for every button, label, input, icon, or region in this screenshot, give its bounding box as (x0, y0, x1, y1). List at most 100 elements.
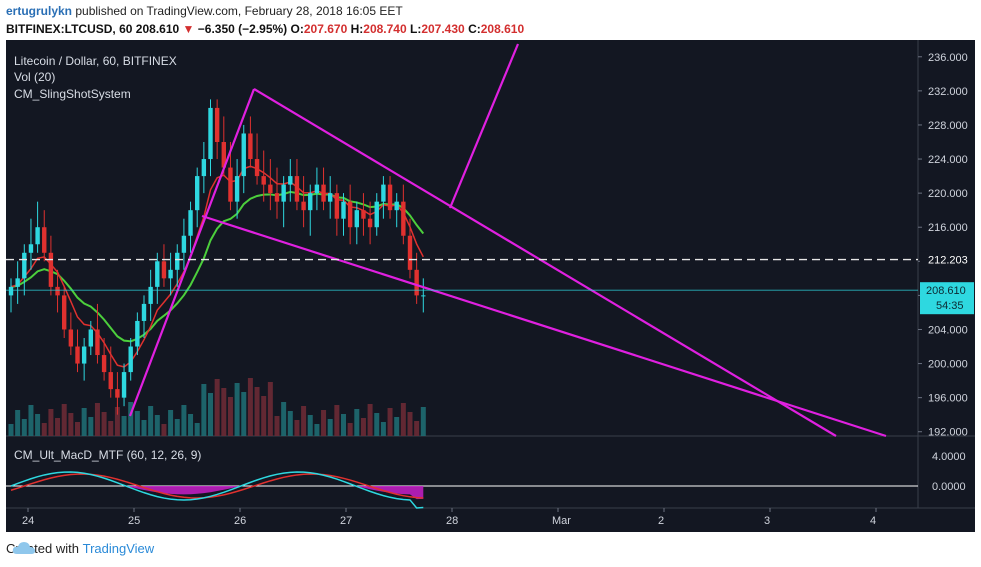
trend-line (128, 88, 256, 417)
candle-body (42, 227, 47, 253)
volume-bar (374, 413, 380, 436)
candle-body (168, 269, 173, 279)
volume-bar (267, 382, 273, 436)
volume-bar (321, 410, 327, 436)
candle-body (88, 329, 93, 347)
volume-bar (94, 403, 100, 436)
volume-bar (68, 413, 74, 436)
candle-body (28, 244, 34, 253)
candle-body (15, 278, 20, 287)
volume-bar (134, 411, 140, 436)
price-tick-label: 204.000 (928, 324, 968, 336)
volume-bar (274, 416, 280, 436)
candle-body (248, 133, 253, 160)
tradingview-link[interactable]: TradingView (82, 541, 155, 556)
volume-bar (247, 378, 253, 436)
candle-body (22, 252, 27, 279)
price-tick-label: 192.000 (928, 427, 968, 439)
volume-bar (108, 421, 114, 436)
volume-bar (75, 422, 80, 436)
candle-body (75, 346, 80, 364)
macd-legend[interactable]: CM_Ult_MacD_MTF (60, 12, 26, 9) (14, 448, 202, 462)
volume-bar (307, 415, 313, 436)
volume-bar (194, 423, 200, 436)
candle-body (268, 184, 273, 194)
price-tick-label: 228.000 (928, 120, 968, 132)
published-text: published on TradingView.com, February 2… (75, 4, 403, 18)
price-tick-label: 236.000 (928, 52, 968, 64)
price-tick-label: 196.000 (928, 393, 968, 405)
volume-bar (334, 405, 340, 436)
candle-body (35, 227, 40, 245)
candle-body (407, 235, 413, 270)
low-label: L: (410, 22, 422, 36)
candle-body (341, 201, 346, 219)
candle-body (181, 235, 187, 253)
volume-bar (214, 379, 220, 436)
trend-line (448, 43, 520, 209)
candle-body (95, 329, 100, 356)
chart-area[interactable]: 236.000 232.000 228.000 224.000 220.000 216.0… (6, 40, 975, 532)
candle-body (108, 372, 113, 390)
candle-body (394, 201, 399, 211)
candle-body (274, 193, 280, 202)
volume-bar (121, 416, 127, 436)
volume-bar (174, 419, 180, 436)
volume-bar (241, 392, 247, 436)
candle-body (55, 286, 60, 296)
volume-bar (128, 402, 134, 436)
candle-body (195, 176, 200, 211)
volume-bar (347, 423, 353, 436)
author-link[interactable]: ertugrulykn (6, 4, 73, 18)
high-label: H: (350, 22, 364, 36)
volume-bar (294, 420, 300, 436)
volume-bar (360, 418, 366, 436)
volume-bar (414, 421, 420, 436)
volume-bar (354, 409, 360, 436)
macd-histogram (11, 486, 424, 500)
slow-ema-line (10, 190, 425, 343)
candle-body (175, 252, 180, 270)
candle-body (214, 107, 220, 142)
candle-body (414, 269, 419, 296)
volume-legend[interactable]: Vol (20) (14, 70, 56, 84)
last-price-badge (920, 282, 974, 315)
volume-bar (387, 408, 393, 436)
volume-bar (380, 422, 386, 436)
candle-body (401, 201, 406, 236)
volume-bar (221, 388, 227, 436)
candle-body (254, 159, 260, 177)
volume-bar (35, 414, 41, 436)
time-tick-label: 24 (22, 515, 34, 527)
volume-bar (101, 412, 107, 436)
time-tick-label: 3 (764, 515, 770, 527)
close-label: C: (468, 22, 481, 36)
candle-body (115, 389, 120, 398)
volume-bar (48, 409, 54, 436)
price-tick-label: 224.000 (928, 154, 968, 166)
volume-bar (400, 403, 406, 436)
candle-body (234, 176, 240, 202)
volume-bar (154, 415, 160, 436)
volume-bar (88, 417, 94, 436)
volume-bar (114, 407, 120, 436)
candle-body (294, 176, 300, 202)
countdown-label: 54:35 (936, 300, 964, 312)
slingshot-legend[interactable]: CM_SlingShotSystem (14, 87, 131, 101)
volume-bar (201, 384, 207, 436)
macd-tick-label: 0.0000 (932, 481, 966, 493)
candle-body (8, 286, 14, 296)
candle-body (121, 372, 127, 398)
trend-line (253, 88, 837, 437)
volume-bar (41, 423, 47, 436)
time-tick-label: Mar (552, 515, 571, 527)
down-arrow-icon: ▼ (182, 22, 195, 36)
volume-bar (327, 419, 333, 436)
fast-ema-line (10, 165, 424, 368)
candle-body (361, 210, 366, 219)
time-tick-label: 4 (870, 515, 876, 527)
price-chart-svg[interactable]: 236.000 232.000 228.000 224.000 220.000 216.0… (6, 40, 975, 532)
candle-body (347, 201, 353, 228)
volume-bar (161, 424, 167, 436)
trend-line (201, 214, 887, 438)
